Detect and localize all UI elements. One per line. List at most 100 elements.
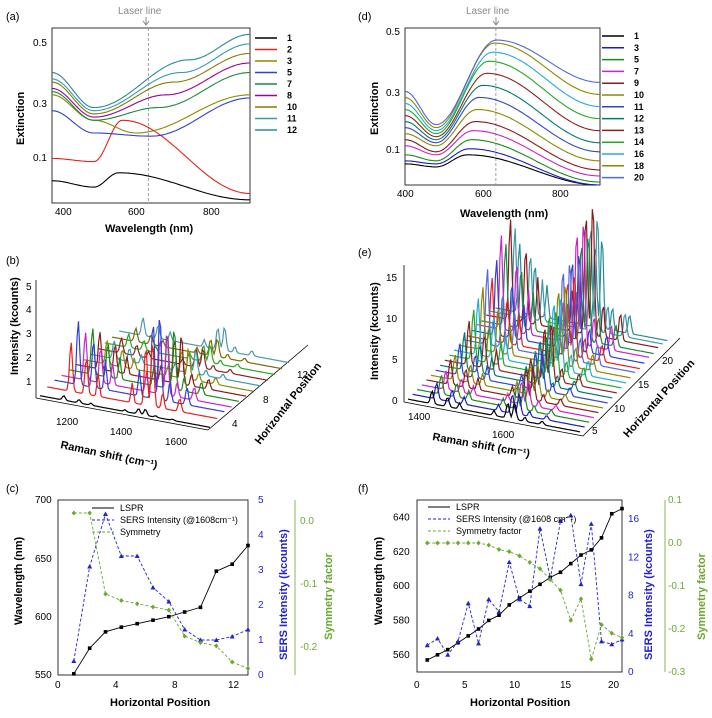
lspr-point [435, 653, 440, 657]
raman-spectrum-6 [430, 354, 604, 409]
legend-label: 3 [287, 56, 292, 66]
panel-f-y2tick: 12 [628, 552, 640, 563]
raman-spectrum-3 [54, 319, 225, 413]
legend-label: SERS Intensity (@1608 cm⁻¹) [456, 514, 576, 524]
panel-c-xtick: 4 [113, 680, 119, 691]
panel-c-y2tick: 0 [258, 670, 264, 681]
spectrum-line-11 [51, 43, 251, 112]
panel-c-ytick: 700 [35, 495, 52, 506]
symmetry-point [517, 553, 522, 559]
symmetry-point [589, 656, 594, 662]
panel-e-xtick: 1600 [492, 430, 515, 441]
sers-point [213, 637, 219, 642]
panel-e: (e) 0 5 10 15 1400 1600 5 10 15 20 Raman… [358, 209, 697, 460]
legend-label: LSPR [120, 503, 144, 513]
panel-d-axes [404, 27, 601, 186]
symmetry-point [214, 643, 219, 649]
lspr-point [87, 646, 92, 650]
lspr-point [599, 536, 604, 540]
spectrum-line-7 [405, 130, 600, 177]
raman-spectrum-3 [417, 375, 590, 423]
lspr-point [497, 613, 501, 618]
panel-a-label: (a) [6, 11, 19, 23]
legend-label: 12 [287, 125, 297, 135]
panel-b-ytick: 3 [26, 329, 32, 340]
symmetry-point [134, 601, 140, 607]
sers-point [476, 640, 481, 646]
panel-e-ylabel: Intensity (kcounts) [369, 282, 381, 380]
spectrum-line-8 [51, 62, 250, 118]
panel-d-xtick: 600 [475, 189, 492, 200]
sers-point [435, 636, 440, 641]
sers-point [537, 526, 543, 531]
lspr-point [214, 569, 219, 573]
spectrum-line-20 [404, 39, 600, 126]
symmetry-point [466, 540, 471, 546]
lspr-point [589, 548, 594, 552]
panel-c-xtick: 0 [55, 680, 61, 691]
panel-c-y2tick: 3 [258, 565, 264, 576]
panel-f-y2tick: 16 [628, 514, 640, 525]
panel-e-ztick: 10 [614, 404, 626, 415]
lspr-point [425, 658, 430, 662]
sers-point [506, 559, 512, 565]
panel-b-ylabel: Intensity (kcounts) [9, 277, 21, 375]
spectrum-line-3 [404, 148, 600, 186]
sers-point [465, 600, 471, 606]
panel-f: (f) 0 5 10 15 20 560 580 600 620 640 0 4 8 12 16… [358, 483, 708, 709]
series-line-0 [73, 545, 249, 675]
panel-f-y2tick: 0 [628, 667, 634, 678]
panel-d-label: (d) [358, 11, 371, 23]
panel-b-ytick: 4 [26, 305, 32, 316]
panel-a-ytick: 0.3 [33, 99, 47, 110]
lspr-point [230, 562, 234, 566]
panel-c-y3tick: -0.2 [300, 642, 318, 653]
legend-label: 11 [634, 102, 644, 112]
panel-f-xtick: 10 [509, 680, 521, 691]
symmetry-point [609, 630, 614, 636]
legend-label: LSPR [456, 502, 480, 512]
panel-f-y3label: Symmetry factor [696, 552, 708, 640]
panel-d-xtick: 800 [552, 189, 569, 200]
symmetry-point [182, 633, 187, 639]
panel-d-xlabel: Wavelength (nm) [460, 208, 549, 220]
panel-c-xtick: 8 [172, 680, 178, 691]
lspr-point [198, 605, 203, 610]
panel-a: (a) Laser line 400 600 800 0.1 0.3 0.5 W… [6, 6, 297, 235]
sers-point [182, 627, 188, 632]
panel-f-xtick: 5 [462, 680, 468, 691]
panel-b-xtick: 1400 [110, 427, 133, 438]
panel-c-ytick: 600 [35, 612, 52, 623]
raman-spectrum-5 [426, 359, 599, 414]
sers-point [229, 634, 235, 639]
symmetry-point [507, 549, 512, 555]
sers-point [198, 637, 203, 642]
panel-f-xtick: 20 [608, 680, 620, 691]
panel-e-xlabel: Raman shift (cm⁻¹) [431, 431, 531, 460]
symmetry-point [445, 540, 450, 546]
lspr-point [507, 603, 512, 607]
panel-a-laser-annotation: Laser line [118, 6, 162, 17]
symmetry-point [537, 566, 543, 572]
panel-e-ztick: 20 [662, 356, 674, 367]
panel-c-ytick: 650 [35, 554, 52, 565]
panel-e-xaxis [403, 401, 584, 437]
lspr-point [579, 553, 583, 557]
panel-f-xtick: 0 [414, 680, 420, 691]
panel-e-zaxis [582, 337, 681, 437]
panel-d-arrow-icon [492, 17, 500, 26]
panel-d-ytick: 0.3 [386, 88, 400, 99]
sers-point [134, 553, 140, 558]
panel-f-ytick: 640 [393, 512, 410, 523]
lspr-point [476, 627, 481, 631]
symmetry-point [496, 546, 502, 552]
panel-e-ytick: 10 [386, 314, 398, 325]
sers-point [578, 581, 584, 587]
raman-spectrum-1 [39, 394, 211, 428]
panel-a-arrow-icon [142, 17, 150, 26]
panel-b-ztick: 4 [232, 419, 238, 430]
sers-point [424, 642, 430, 648]
panel-a-xtick: 800 [203, 207, 220, 218]
legend-label: 2 [287, 45, 292, 55]
lspr-point [151, 618, 155, 622]
